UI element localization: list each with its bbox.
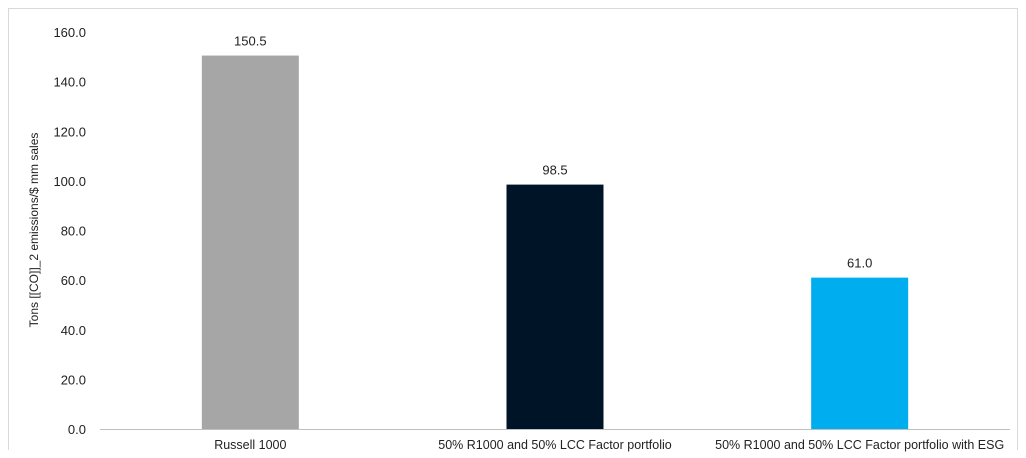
data-label: 61.0 xyxy=(847,256,872,271)
y-tick-label: 60.0 xyxy=(61,273,86,288)
data-labels: 150.5 98.5 61.0 xyxy=(234,34,872,271)
y-tick-label: 80.0 xyxy=(61,224,86,239)
data-label: 150.5 xyxy=(234,34,267,49)
bar xyxy=(811,277,909,429)
category-labels: Russell 1000 50% R1000 and 50% LCC Factor… xyxy=(214,438,1004,452)
category-label: Russell 1000 xyxy=(214,438,286,452)
y-axis-title: Tons [[CO]]_2 emissions/$ mm sales xyxy=(27,133,41,328)
y-tick-label: 20.0 xyxy=(61,372,86,387)
y-axis-ticks: 0.0 20.0 40.0 60.0 80.0 100.0 120.0 140.0 160.0 xyxy=(53,25,86,437)
y-tick-label: 40.0 xyxy=(61,323,86,338)
bar xyxy=(201,55,299,430)
y-tick-label: 140.0 xyxy=(53,75,86,90)
y-tick-label: 160.0 xyxy=(53,25,86,40)
category-label: 50% R1000 and 50% LCC Factor portfolio w… xyxy=(715,438,1004,452)
y-tick-label: 0.0 xyxy=(68,422,86,437)
bars xyxy=(201,55,909,430)
y-tick-label: 100.0 xyxy=(53,174,86,189)
chart-frame xyxy=(8,8,1018,450)
data-label: 98.5 xyxy=(542,163,567,178)
category-label: 50% R1000 and 50% LCC Factor portfolio xyxy=(438,438,672,452)
bar xyxy=(506,184,604,429)
y-tick-label: 120.0 xyxy=(53,124,86,139)
